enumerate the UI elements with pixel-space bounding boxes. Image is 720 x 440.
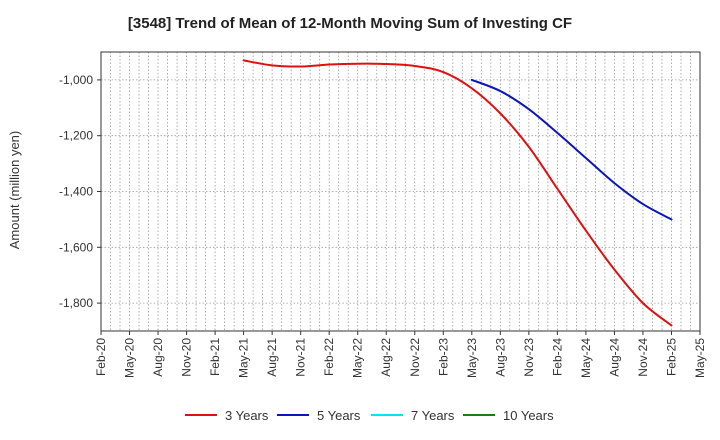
x-tick-label: May-20	[123, 338, 137, 378]
x-tick-label: Feb-22	[322, 338, 336, 376]
plot-frame	[100, 51, 701, 332]
x-tick-label: Nov-23	[522, 338, 536, 377]
legend-label-5-years: 5 Years	[317, 408, 361, 423]
x-tick-label: Feb-23	[436, 338, 450, 376]
series-layer	[242, 59, 673, 327]
y-tick-label: -1,000	[59, 73, 93, 87]
x-tick-label: May-24	[579, 338, 593, 378]
y-tick-label: -1,400	[59, 185, 93, 199]
y-axis-label: Amount (million yen)	[7, 131, 22, 250]
chart-title: [3548] Trend of Mean of 12-Month Moving …	[128, 15, 572, 32]
y-tick-label: -1,600	[59, 240, 93, 254]
legend-label-7-years: 7 Years	[411, 408, 455, 423]
x-tick-label: Aug-24	[607, 338, 621, 377]
x-tick-label: May-22	[351, 338, 365, 378]
legend-label-10-years: 10 Years	[503, 408, 554, 423]
x-tick-label: Feb-24	[550, 338, 564, 376]
x-tick-label: May-25	[693, 338, 707, 378]
legend: 3 Years 5 Years 7 Years 10 Years	[185, 408, 554, 423]
x-tick-label: Aug-22	[379, 338, 393, 377]
y-tick-label: -1,200	[59, 129, 93, 143]
x-tick-label: Aug-21	[265, 338, 279, 377]
x-tick-label: May-23	[465, 338, 479, 378]
y-tick-label: -1,800	[59, 296, 93, 310]
series-line-3-years	[242, 59, 673, 327]
x-tick-label: Nov-20	[180, 338, 194, 377]
x-tick-label: May-21	[237, 338, 251, 378]
x-tick-label: Aug-23	[493, 338, 507, 377]
legend-label-3-years: 3 Years	[225, 408, 269, 423]
x-tick-label: Nov-21	[294, 338, 308, 377]
x-tick-label: Aug-20	[151, 338, 165, 377]
grid-layer	[100, 52, 700, 331]
x-tick-label: Feb-21	[208, 338, 222, 376]
series-line-5-years	[470, 78, 673, 221]
x-tick-label: Feb-20	[94, 338, 108, 376]
axis-layer: -1,000 -1,200 -1,400 -1,600 -1,800 Feb-20 May-…	[59, 51, 707, 378]
x-tick-label: Nov-22	[408, 338, 422, 377]
x-tick-label: Nov-24	[636, 338, 650, 377]
x-tick-label: Feb-25	[664, 338, 678, 376]
